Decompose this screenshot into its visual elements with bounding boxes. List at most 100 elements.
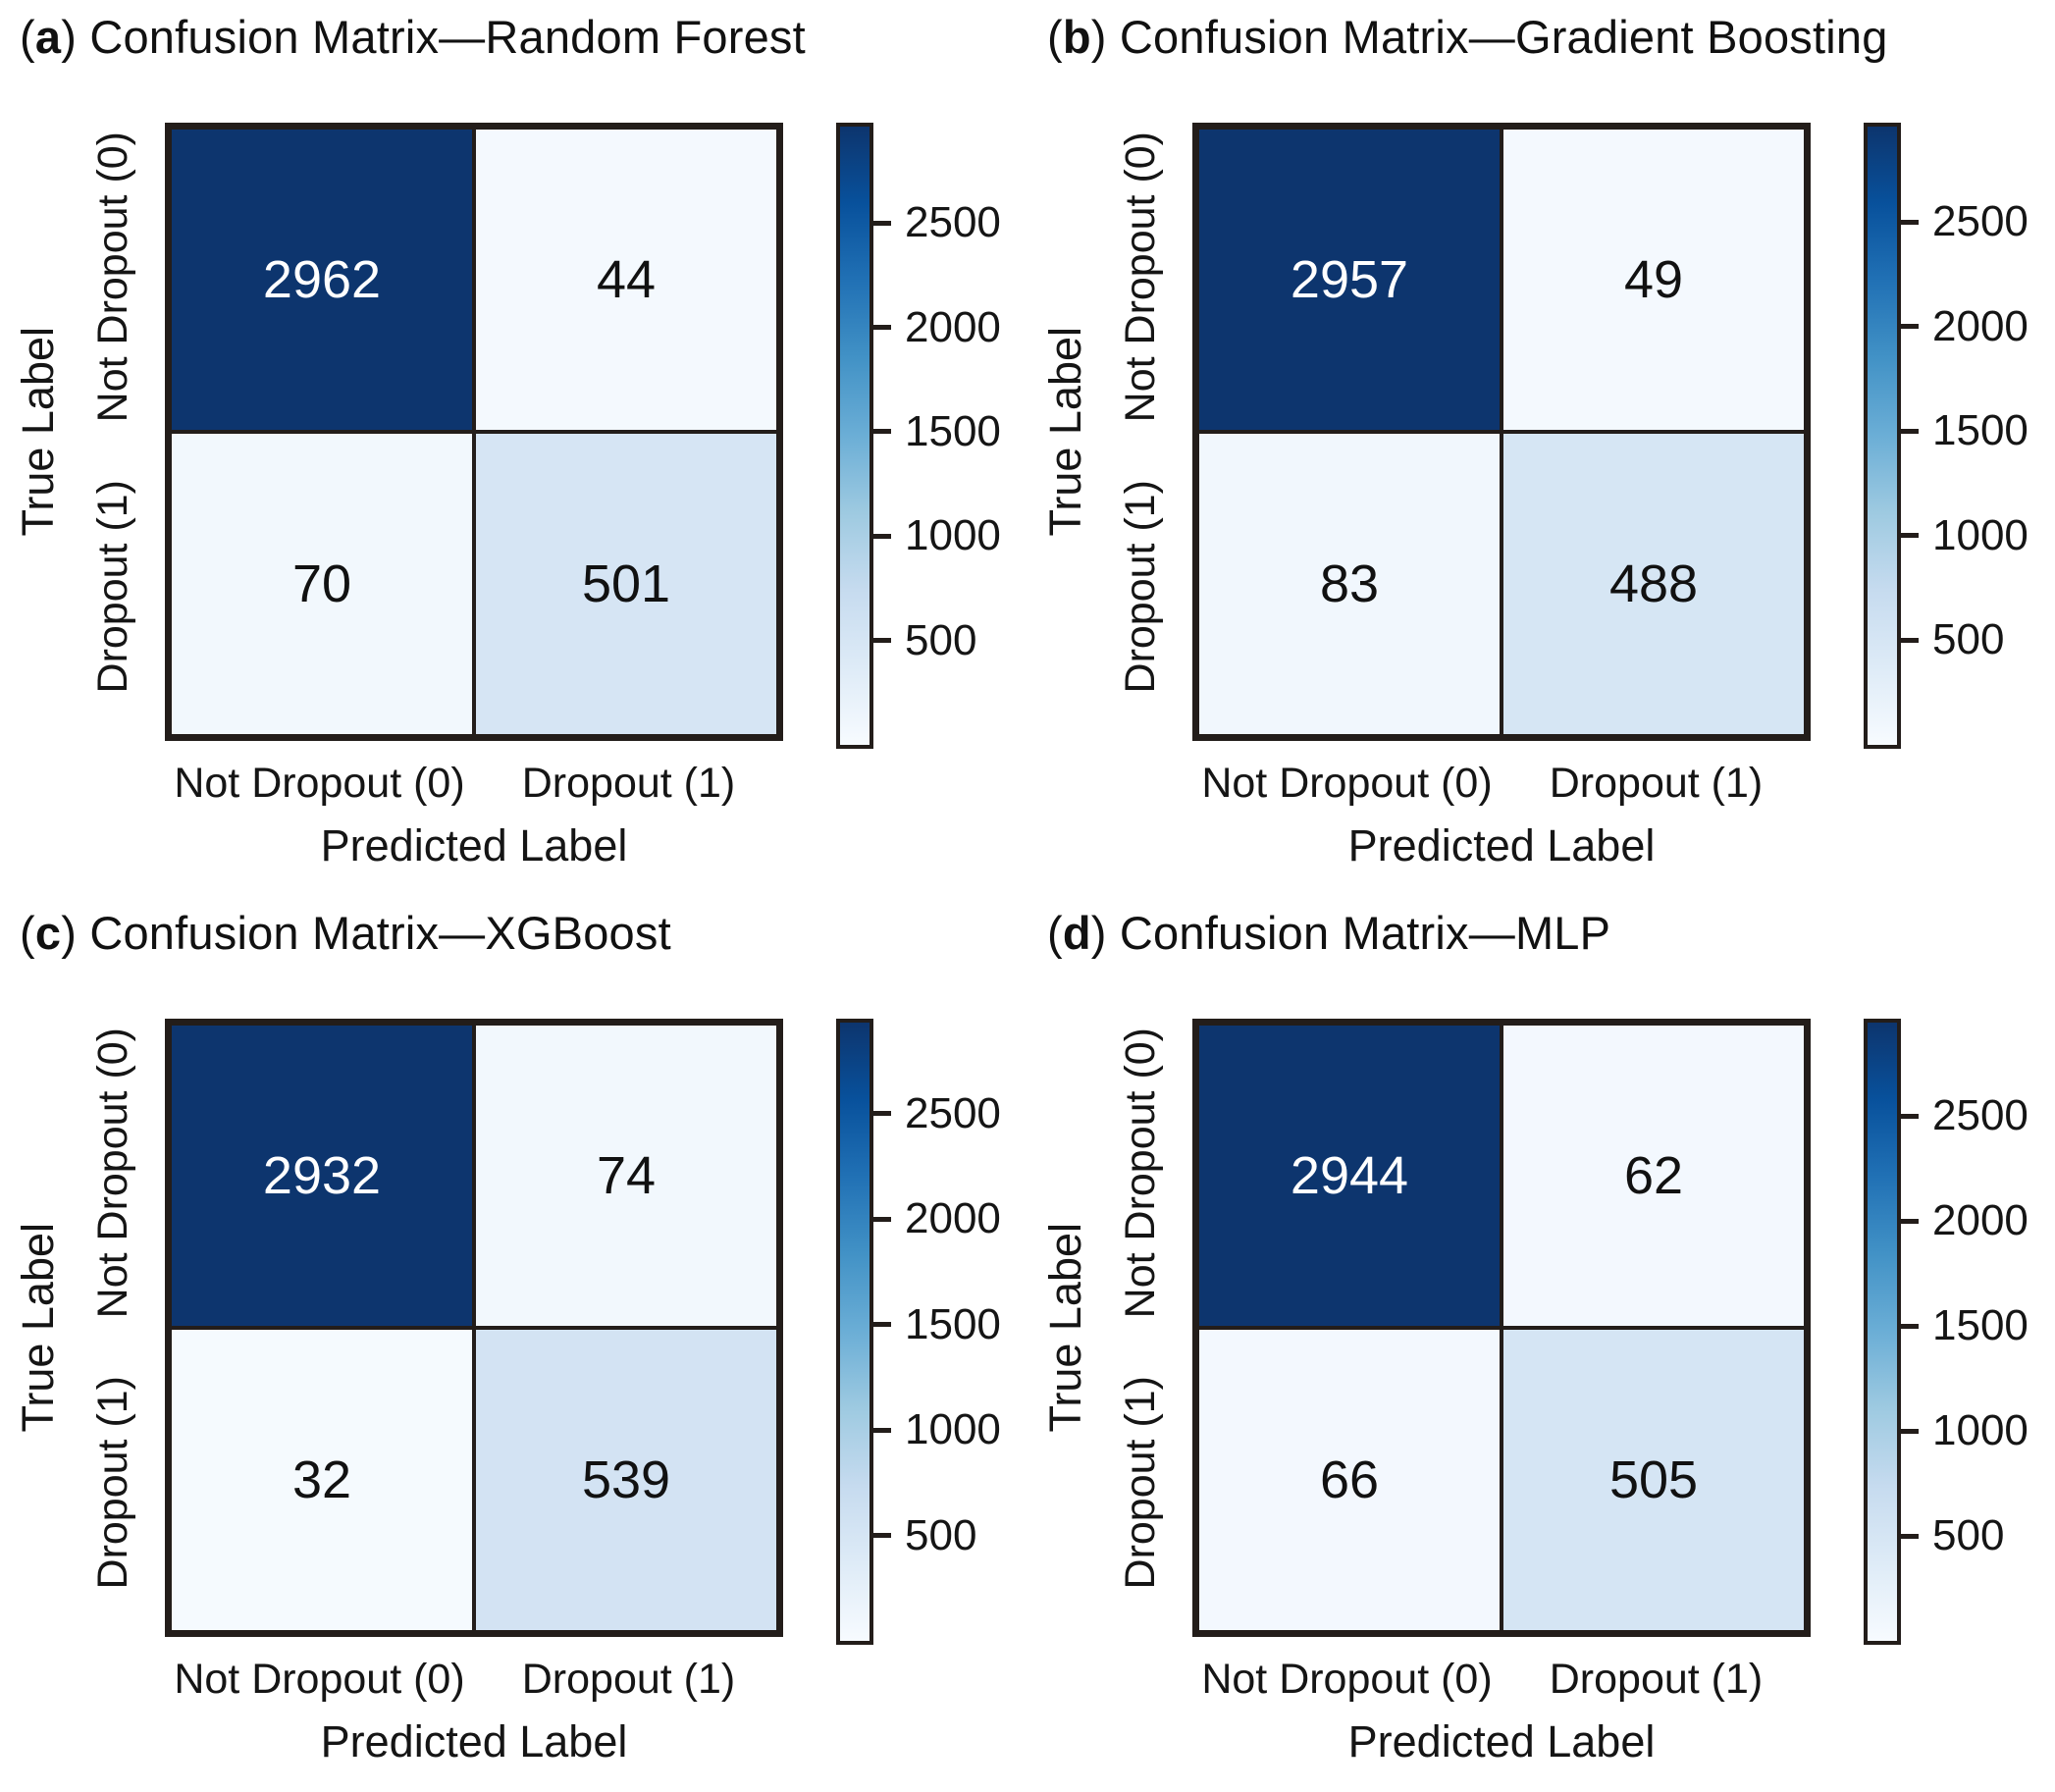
y-tick-label: Not Dropout (0) bbox=[88, 132, 136, 423]
panel-letter-close: ) bbox=[61, 11, 78, 63]
panel-title: (b) Confusion Matrix—Gradient Boosting bbox=[1047, 12, 1888, 63]
panel-random-forest: (a) Confusion Matrix—Random Forest True … bbox=[0, 0, 1028, 896]
colorbar-tick: 2000 bbox=[873, 303, 1001, 352]
y-tick: Dropout (1) bbox=[75, 432, 151, 741]
panel-title-text: Confusion Matrix—XGBoost bbox=[89, 907, 671, 959]
colorbar-tick: 1500 bbox=[873, 1300, 1001, 1349]
x-tick-labels: Not Dropout (0) Dropout (1) bbox=[1192, 760, 1811, 808]
colorbar-tick-label: 1500 bbox=[1932, 406, 2029, 455]
colorbar-tick-label: 1000 bbox=[905, 1405, 1001, 1454]
colorbar-tick-label: 2000 bbox=[905, 302, 1001, 351]
colorbar-tick: 1500 bbox=[1901, 1301, 2029, 1350]
y-tick: Dropout (1) bbox=[75, 1328, 151, 1637]
colorbar-tick-label: 1500 bbox=[905, 406, 1001, 455]
x-tick-label: Not Dropout (0) bbox=[1201, 1656, 1493, 1703]
y-tick-label: Dropout (1) bbox=[88, 1375, 136, 1590]
y-tick: Not Dropout (0) bbox=[75, 123, 151, 432]
matrix-cell-true-negative: 2962 bbox=[170, 128, 474, 432]
confusion-matrix: 2944 62 66 505 bbox=[1192, 1019, 1811, 1637]
colorbar-tick: 1500 bbox=[873, 407, 1001, 456]
panel-letter: a bbox=[34, 11, 62, 63]
colorbar-tick-label: 1000 bbox=[905, 511, 1001, 560]
y-tick-labels: Not Dropout (0) Dropout (1) bbox=[75, 123, 151, 741]
colorbar-tick-label: 1500 bbox=[1932, 1301, 2029, 1349]
matrix-cell-true-positive: 501 bbox=[474, 432, 778, 736]
matrix-cell-true-positive: 488 bbox=[1502, 432, 1806, 736]
matrix-cell-false-negative: 66 bbox=[1197, 1328, 1502, 1632]
colorbar-tick: 1000 bbox=[873, 1405, 1001, 1454]
matrix-cell-true-negative: 2944 bbox=[1197, 1024, 1502, 1328]
colorbar-tick-mark bbox=[1901, 1323, 1919, 1329]
colorbar-tick-mark bbox=[1901, 1428, 1919, 1434]
matrix-cell-false-positive: 49 bbox=[1502, 128, 1806, 432]
colorbar-tick: 1000 bbox=[1901, 511, 2029, 560]
x-tick-labels: Not Dropout (0) Dropout (1) bbox=[165, 1656, 783, 1704]
colorbar-tick: 2500 bbox=[1901, 1091, 2029, 1140]
matrix-cell-false-positive: 74 bbox=[474, 1024, 778, 1328]
colorbar-tick: 500 bbox=[1901, 615, 2004, 664]
y-tick-label: Dropout (1) bbox=[1116, 479, 1164, 694]
y-tick: Dropout (1) bbox=[1102, 432, 1179, 741]
colorbar-tick: 500 bbox=[873, 616, 976, 665]
matrix-cell-true-negative: 2932 bbox=[170, 1024, 474, 1328]
colorbar-tick-mark bbox=[1901, 324, 1919, 330]
x-tick-label: Dropout (1) bbox=[1549, 760, 1764, 807]
colorbar-tick-mark bbox=[873, 638, 891, 644]
x-tick-label: Dropout (1) bbox=[521, 1656, 736, 1703]
panel-xgboost: (c) Confusion Matrix—XGBoost True Label … bbox=[0, 896, 1028, 1792]
colorbar bbox=[836, 1019, 873, 1645]
panel-title-text: Confusion Matrix—Gradient Boosting bbox=[1119, 11, 1888, 63]
x-axis-label: Predicted Label bbox=[320, 820, 628, 870]
x-axis-label: Predicted Label bbox=[1347, 820, 1656, 870]
colorbar bbox=[1864, 123, 1901, 749]
panel-title: (c) Confusion Matrix—XGBoost bbox=[20, 908, 671, 959]
colorbar-tick: 1500 bbox=[1901, 406, 2029, 455]
y-tick-label: Not Dropout (0) bbox=[1116, 1028, 1164, 1319]
panel-title: (d) Confusion Matrix—MLP bbox=[1047, 908, 1610, 959]
y-tick-labels: Not Dropout (0) Dropout (1) bbox=[1102, 1019, 1179, 1637]
colorbar-tick-mark bbox=[1901, 1113, 1919, 1119]
colorbar-tick-mark bbox=[873, 220, 891, 226]
colorbar-ticks: 500 1000 1500 2000 2500 bbox=[1901, 1023, 2055, 1641]
panel-letter: b bbox=[1062, 11, 1091, 63]
colorbar bbox=[1864, 1019, 1901, 1645]
panel-title-text: Confusion Matrix—Random Forest bbox=[89, 11, 806, 63]
colorbar-ticks: 500 1000 1500 2000 2500 bbox=[873, 127, 1028, 745]
colorbar-tick-mark bbox=[873, 1216, 891, 1222]
colorbar-ticks: 500 1000 1500 2000 2500 bbox=[1901, 127, 2055, 745]
y-axis-label-text: True Label bbox=[13, 327, 63, 537]
matrix-cell-false-negative: 70 bbox=[170, 432, 474, 736]
matrix-cell-true-positive: 539 bbox=[474, 1328, 778, 1632]
panel-letter-open: ( bbox=[20, 11, 35, 63]
colorbar-tick: 2000 bbox=[873, 1194, 1001, 1243]
colorbar bbox=[836, 123, 873, 749]
colorbar-tick-mark bbox=[873, 1322, 891, 1328]
colorbar-tick: 2500 bbox=[1901, 197, 2029, 246]
colorbar-tick: 1000 bbox=[873, 511, 1001, 560]
confusion-matrix: 2962 44 70 501 bbox=[165, 123, 783, 741]
colorbar-tick-label: 1500 bbox=[905, 1299, 1001, 1348]
colorbar-tick-mark bbox=[873, 1533, 891, 1539]
colorbar-tick-label: 500 bbox=[1932, 1511, 2005, 1559]
x-tick-labels: Not Dropout (0) Dropout (1) bbox=[1192, 1656, 1811, 1704]
matrix-cell-false-positive: 62 bbox=[1502, 1024, 1806, 1328]
matrix-cell-false-negative: 32 bbox=[170, 1328, 474, 1632]
panel-letter-open: ( bbox=[20, 907, 35, 959]
y-axis-label: True Label bbox=[8, 123, 69, 741]
panel-mlp: (d) Confusion Matrix—MLP True Label Not … bbox=[1028, 896, 2055, 1792]
colorbar-tick-label: 2500 bbox=[905, 1088, 1001, 1137]
matrix-cell-true-negative: 2957 bbox=[1197, 128, 1502, 432]
x-tick-label: Not Dropout (0) bbox=[1201, 760, 1493, 807]
colorbar-tick: 2500 bbox=[873, 1089, 1001, 1138]
y-tick-labels: Not Dropout (0) Dropout (1) bbox=[1102, 123, 1179, 741]
y-axis-label-text: True Label bbox=[1040, 327, 1090, 537]
colorbar-tick-mark bbox=[873, 1111, 891, 1117]
colorbar-tick-mark bbox=[1901, 1218, 1919, 1224]
y-tick-labels: Not Dropout (0) Dropout (1) bbox=[75, 1019, 151, 1637]
y-axis-label-text: True Label bbox=[13, 1223, 63, 1433]
y-axis-label: True Label bbox=[1035, 123, 1096, 741]
matrix-cell-true-positive: 505 bbox=[1502, 1328, 1806, 1632]
colorbar-tick-label: 1000 bbox=[1932, 510, 2029, 559]
colorbar-tick-mark bbox=[873, 533, 891, 539]
colorbar-tick-label: 2000 bbox=[1932, 301, 2029, 350]
